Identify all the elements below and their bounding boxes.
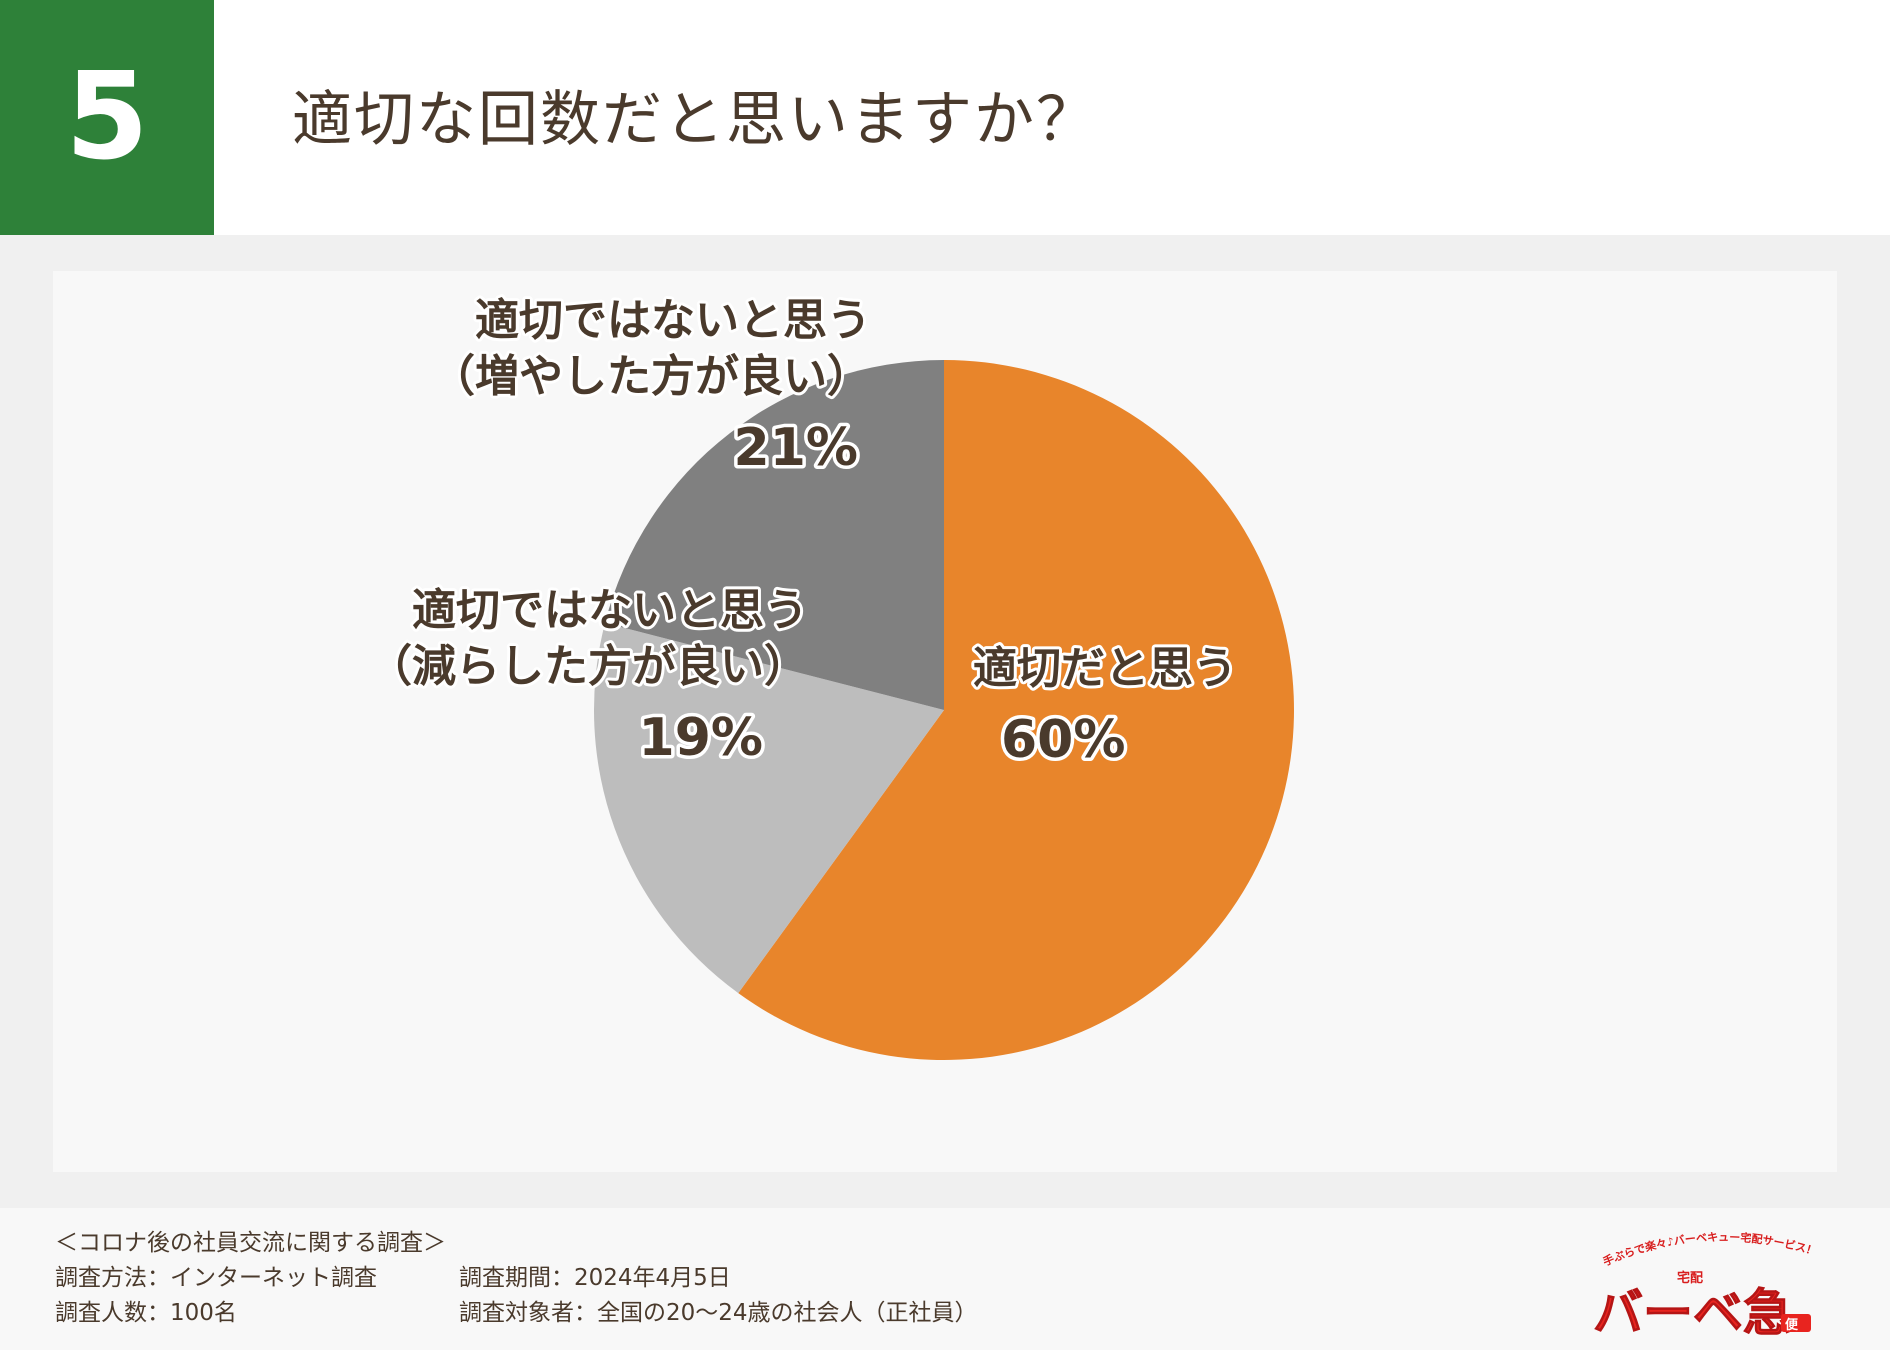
brand-logo: 手ぶらで楽々♪バーベキュー宅配サービス！ 宅配 バーベ急 便: [1593, 1230, 1819, 1342]
svg-text:手ぶらで楽々♪バーベキュー宅配サービス！: 手ぶらで楽々♪バーベキュー宅配サービス！: [1601, 1230, 1819, 1268]
pie-slice: [594, 622, 944, 994]
footer: ＜コロナ後の社員交流に関する調査＞ 調査方法：インターネット調査 調査期間：20…: [0, 1208, 1890, 1350]
pie-slice: [604, 360, 944, 710]
slice-label: 適切だと思う: [973, 643, 1237, 694]
logo-brand-text: バーベ急: [1593, 1284, 1793, 1342]
slice-value-label: 19%: [639, 708, 763, 768]
page-title: 適切な回数だと思いますか？: [292, 85, 1098, 155]
slice-label: 適切ではないと思う: [412, 585, 808, 636]
slice-value-label: 21%: [734, 418, 858, 478]
logo-truck-icon: [1781, 1314, 1811, 1332]
survey-period: 調査期間：2024年4月5日: [459, 1265, 731, 1291]
survey-title: ＜コロナ後の社員交流に関する調査＞: [55, 1230, 446, 1256]
question-number: 5: [0, 0, 214, 235]
pie-slice: [738, 360, 1294, 1060]
logo-small-text: 宅配: [1677, 1270, 1703, 1286]
chart-panel: 適切だと思う 60% 適切ではないと思う （減らした方が良い） 19% 適切ではないと思う…: [53, 271, 1837, 1172]
slice-label: 適切ではないと思う: [475, 295, 871, 346]
slice-label: （減らした方が良い）: [368, 641, 808, 692]
logo-suffix-text: 便: [1785, 1317, 1799, 1333]
survey-target: 調査対象者：全国の20〜24歳の社会人（正社員）: [459, 1300, 978, 1326]
survey-sample: 調査人数：100名: [55, 1300, 237, 1326]
pie-chart: 適切だと思う60%適切ではないと思う（減らした方が良い）19%適切ではないと思う…: [365, 292, 1294, 1060]
header: 5 適切な回数だと思いますか？: [0, 0, 1890, 235]
slice-value-label: 60%: [1001, 710, 1125, 770]
slice-label: （増やした方が良い）: [431, 351, 871, 402]
survey-method: 調査方法：インターネット調査: [55, 1265, 377, 1291]
logo-tagline: 手ぶらで楽々♪バーベキュー宅配サービス！: [1601, 1230, 1819, 1268]
